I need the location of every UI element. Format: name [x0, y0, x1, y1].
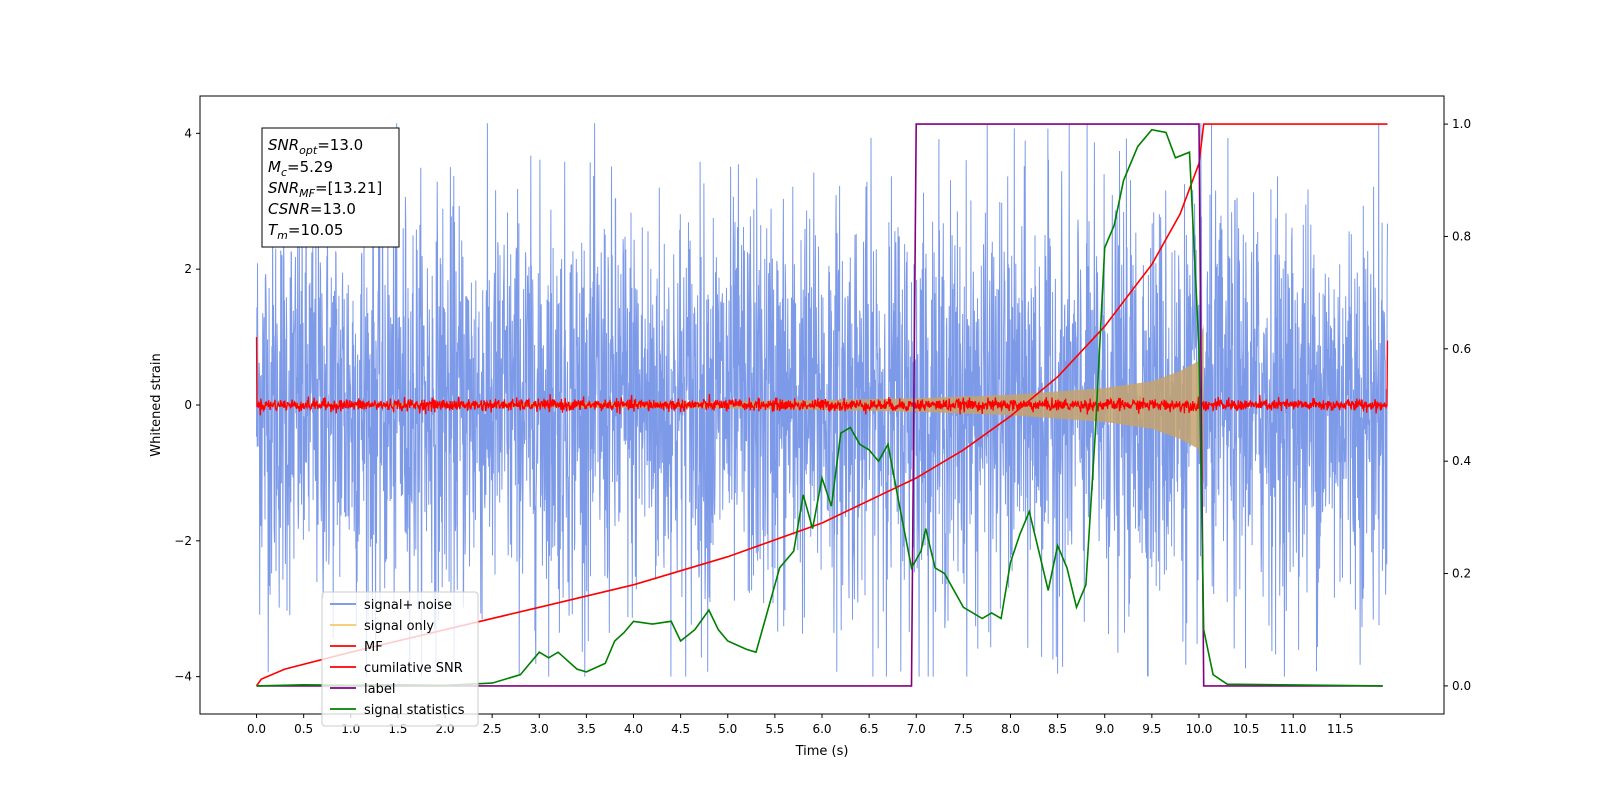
- series-mf: [255, 337, 1389, 416]
- y-right-tick-label: 0.4: [1452, 454, 1471, 468]
- x-tick-label: 8.5: [1048, 722, 1067, 736]
- x-tick-label: 10.0: [1186, 722, 1213, 736]
- x-tick-label: 4.5: [671, 722, 690, 736]
- x-tick-label: 5.0: [718, 722, 737, 736]
- info-snr-opt: SNRopt=13.0: [268, 136, 363, 157]
- y-left-tick-label: 2: [184, 262, 192, 276]
- x-tick-label: 8.0: [1001, 722, 1020, 736]
- series-signal-only: [256, 323, 1204, 487]
- x-tick-label: 7.0: [907, 722, 926, 736]
- y-right-tick-label: 1.0: [1452, 117, 1471, 131]
- legend: signal+ noise signal only MF cumilative SNR…: [321, 591, 479, 727]
- info-box-frame: [261, 127, 400, 248]
- y-left-tick-label: −2: [174, 534, 192, 548]
- series-signal-statistics: [256, 128, 1383, 687]
- y-right-tick-label: 0.2: [1452, 567, 1471, 581]
- info-tm: Tm=10.05: [268, 221, 343, 242]
- series-label: [256, 123, 1383, 687]
- x-tick-label: 0.0: [247, 722, 266, 736]
- x-tick-label: 3.5: [577, 722, 596, 736]
- y-right-tick-label: 0.6: [1452, 342, 1471, 356]
- x-tick-label: 6.5: [860, 722, 879, 736]
- x-tick-label: 4.0: [624, 722, 643, 736]
- x-tick-label: 11.0: [1280, 722, 1307, 736]
- legend-label-mf: MF: [364, 640, 383, 655]
- y-left-tick-label: 0: [184, 398, 192, 412]
- legend-frame: [321, 591, 479, 727]
- y-left-tick-label: 4: [184, 126, 192, 140]
- x-tick-label: 9.5: [1142, 722, 1161, 736]
- x-tick-label: 5.5: [765, 722, 784, 736]
- x-tick-label: 0.5: [294, 722, 313, 736]
- legend-label-signal-statistics: signal statistics: [364, 703, 465, 718]
- legend-label-label: label: [364, 682, 395, 697]
- info-mc: Mc=5.29: [268, 158, 333, 179]
- x-axis-title: Time (s): [795, 744, 849, 759]
- y-axis-title: Whitened strain: [149, 353, 164, 456]
- x-tick-label: 3.0: [530, 722, 549, 736]
- x-tick-label: 2.5: [483, 722, 502, 736]
- info-snr-mf: SNRMF=[13.21]: [268, 179, 382, 200]
- x-tick-label: 11.5: [1327, 722, 1354, 736]
- x-tick-label: 6.0: [812, 722, 831, 736]
- info-box: SNRopt=13.0 Mc=5.29 SNRMF=[13.21] CSNR=1…: [261, 127, 400, 248]
- axes: 0.0 0.5 1.0 1.5 2.0 2.5 3.0 3.5 4.0 4.5 5.0 5.5 6.0 6…: [174, 117, 1471, 736]
- legend-label-signal-only: signal only: [364, 619, 434, 634]
- x-tick-label: 7.5: [954, 722, 973, 736]
- x-tick-label: 9.0: [1095, 722, 1114, 736]
- y-right-tick-label: 0.0: [1452, 679, 1471, 693]
- y-right-tick-label: 0.8: [1452, 229, 1471, 243]
- x-tick-label: 10.5: [1233, 722, 1260, 736]
- legend-label-signal-noise: signal+ noise: [364, 598, 452, 613]
- legend-label-cumilative-snr: cumilative SNR: [364, 661, 463, 676]
- info-csnr: CSNR=13.0: [268, 200, 356, 218]
- y-left-tick-label: −4: [174, 670, 192, 684]
